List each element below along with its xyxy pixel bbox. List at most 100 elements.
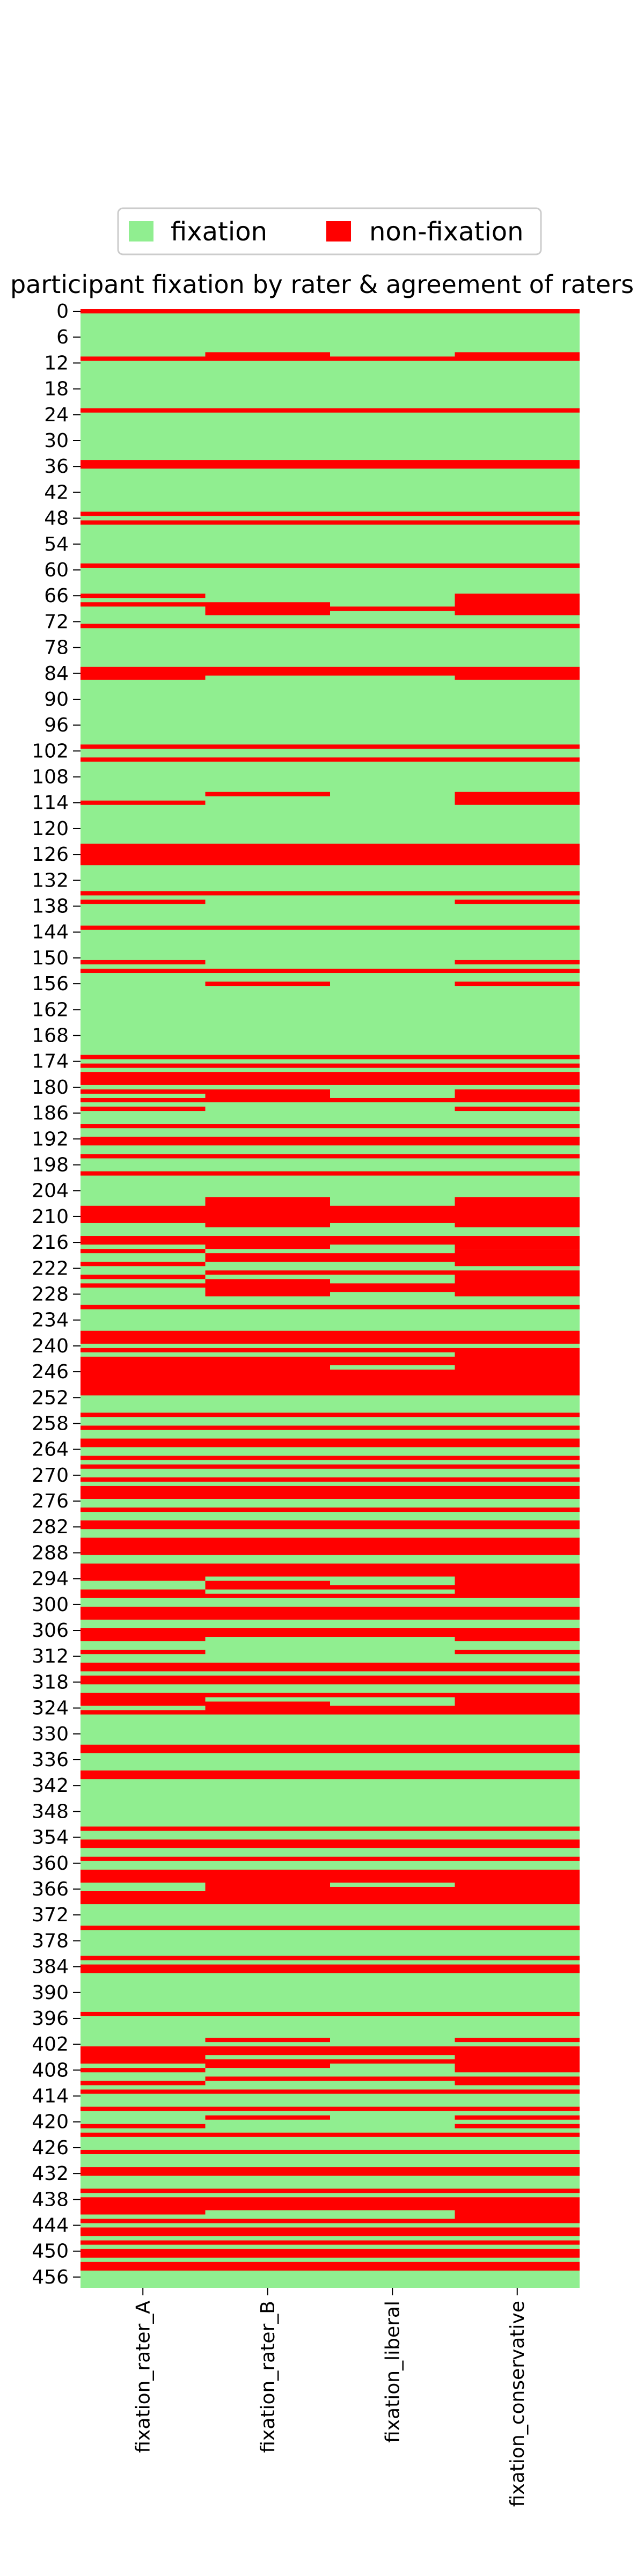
heatmap-cell-non-fixation xyxy=(330,1839,455,1848)
heatmap-cell-non-fixation xyxy=(205,460,330,469)
heatmap-cell-non-fixation xyxy=(80,744,206,749)
heatmap-cell-non-fixation xyxy=(330,1477,455,1482)
heatmap-cell-non-fixation xyxy=(330,1097,455,1103)
heatmap-cell-non-fixation xyxy=(80,2124,206,2128)
heatmap-cell-non-fixation xyxy=(205,1063,330,1068)
heatmap-cell-non-fixation xyxy=(80,1171,206,1176)
heatmap-cell-non-fixation xyxy=(205,1663,330,1672)
heatmap-cell-non-fixation xyxy=(205,2132,330,2137)
heatmap-cell-non-fixation xyxy=(80,1538,206,1555)
heatmap-cell-non-fixation xyxy=(455,1089,580,1103)
y-tick-label: 90 xyxy=(44,689,69,711)
heatmap-cell-non-fixation xyxy=(330,520,455,525)
heatmap-cell-non-fixation xyxy=(330,1706,455,1715)
heatmap-cell-non-fixation xyxy=(455,563,580,568)
heatmap-cell-non-fixation xyxy=(330,624,455,628)
heatmap-cell-non-fixation xyxy=(205,2240,330,2245)
heatmap-cell-non-fixation xyxy=(205,1538,330,1555)
y-tick-label: 318 xyxy=(32,1671,69,1693)
heatmap-cell-non-fixation xyxy=(455,1926,580,1930)
heatmap-cell-non-fixation xyxy=(455,2189,580,2193)
heatmap-cell-non-fixation xyxy=(330,1154,455,1159)
heatmap-cell-non-fixation xyxy=(455,1538,580,1555)
heatmap-cell-non-fixation xyxy=(455,2227,580,2236)
heatmap-cell-non-fixation xyxy=(330,1485,455,1499)
heatmap-cell-non-fixation xyxy=(80,460,206,469)
heatmap-cell-non-fixation xyxy=(330,1693,455,1697)
heatmap-cell-non-fixation xyxy=(330,2149,455,2154)
heatmap-cell-non-fixation xyxy=(80,1097,206,1103)
y-tick-label: 426 xyxy=(32,2137,69,2159)
heatmap-cell-non-fixation xyxy=(205,1348,330,1352)
heatmap-cell-non-fixation xyxy=(205,1744,330,1753)
heatmap-cell-non-fixation xyxy=(80,667,206,680)
heatmap-cell-non-fixation xyxy=(80,1675,206,1685)
heatmap-cell-non-fixation xyxy=(205,1856,330,1861)
heatmap-cell-non-fixation xyxy=(80,1205,206,1223)
y-tick-label: 234 xyxy=(32,1309,69,1331)
y-tick-label: 60 xyxy=(44,559,69,581)
heatmap-cell-non-fixation xyxy=(330,1464,455,1469)
heatmap-cell-non-fixation xyxy=(455,520,580,525)
heatmap-cell-non-fixation xyxy=(80,1485,206,1499)
y-tick-label: 270 xyxy=(32,1465,69,1487)
heatmap-cell-non-fixation xyxy=(205,744,330,749)
y-tick-label: 180 xyxy=(32,1077,69,1099)
y-tick-label: 438 xyxy=(32,2189,69,2211)
heatmap-cell-non-fixation xyxy=(205,1964,330,1973)
y-tick-label: 126 xyxy=(32,844,69,866)
heatmap-cell-non-fixation xyxy=(455,1520,580,1529)
heatmap-cell-non-fixation xyxy=(80,757,206,762)
heatmap-cell-non-fixation xyxy=(330,1236,455,1245)
heatmap-cell-non-fixation xyxy=(205,1891,330,1905)
heatmap-cell-non-fixation xyxy=(330,356,455,361)
heatmap-cell-non-fixation xyxy=(330,1826,455,1831)
heatmap-cell-non-fixation xyxy=(330,1205,455,1223)
heatmap-cell-non-fixation xyxy=(455,1663,580,1672)
x-tick-label: fixation_rater_A xyxy=(132,2301,154,2453)
heatmap-cell-non-fixation xyxy=(455,2149,580,2154)
heatmap-cell-non-fixation xyxy=(205,2106,330,2111)
heatmap-cell-non-fixation xyxy=(205,2038,330,2043)
heatmap-cell-non-fixation xyxy=(80,1063,206,1068)
heatmap-cell-non-fixation xyxy=(80,1072,206,1085)
heatmap-cell-non-fixation xyxy=(455,1348,580,1396)
heatmap-cell-non-fixation xyxy=(455,2046,580,2073)
y-tick-label: 192 xyxy=(32,1128,69,1150)
y-tick-label: 84 xyxy=(44,663,69,685)
heatmap-cell-non-fixation xyxy=(330,757,455,762)
heatmap-cell-non-fixation xyxy=(455,960,580,964)
heatmap-cell-non-fixation xyxy=(205,891,330,896)
heatmap-cell-non-fixation xyxy=(205,925,330,930)
heatmap-cell-non-fixation xyxy=(455,2249,580,2258)
heatmap-cell-non-fixation xyxy=(205,1438,330,1447)
heatmap-cell-non-fixation xyxy=(80,2240,206,2245)
heatmap-cell-non-fixation xyxy=(330,2011,455,2016)
heatmap-cell-non-fixation xyxy=(330,1124,455,1129)
heatmap-cell-non-fixation xyxy=(455,2106,580,2111)
heatmap-cell-non-fixation xyxy=(80,2132,206,2137)
heatmap-cell-non-fixation xyxy=(455,352,580,361)
heatmap-cell-non-fixation xyxy=(205,2149,330,2154)
heatmap-cell-non-fixation xyxy=(80,1563,206,1581)
y-tick-label: 66 xyxy=(44,585,69,607)
heatmap-cell-non-fixation xyxy=(330,1520,455,1529)
heatmap-cell-non-fixation xyxy=(455,1124,580,1129)
y-tick-label: 36 xyxy=(44,456,69,478)
y-tick-label: 12 xyxy=(44,352,69,374)
heatmap-cell-non-fixation xyxy=(455,1856,580,1861)
heatmap-cell-non-fixation xyxy=(330,309,455,314)
heatmap-cell-non-fixation xyxy=(80,1283,206,1288)
y-tick-label: 6 xyxy=(56,326,69,348)
legend-label-non-fixation: non-fixation xyxy=(369,217,524,247)
heatmap-cell-non-fixation xyxy=(330,2059,455,2064)
heatmap-cell-non-fixation xyxy=(330,563,455,568)
heatmap-cell-non-fixation xyxy=(205,667,330,676)
heatmap-cell-non-fixation xyxy=(330,667,455,676)
heatmap-cell-non-fixation xyxy=(455,1236,580,1249)
heatmap-cell-non-fixation xyxy=(455,1507,580,1512)
y-tick-label: 432 xyxy=(32,2163,69,2185)
y-tick-label: 24 xyxy=(44,404,69,426)
heatmap-cell-non-fixation xyxy=(455,2240,580,2245)
